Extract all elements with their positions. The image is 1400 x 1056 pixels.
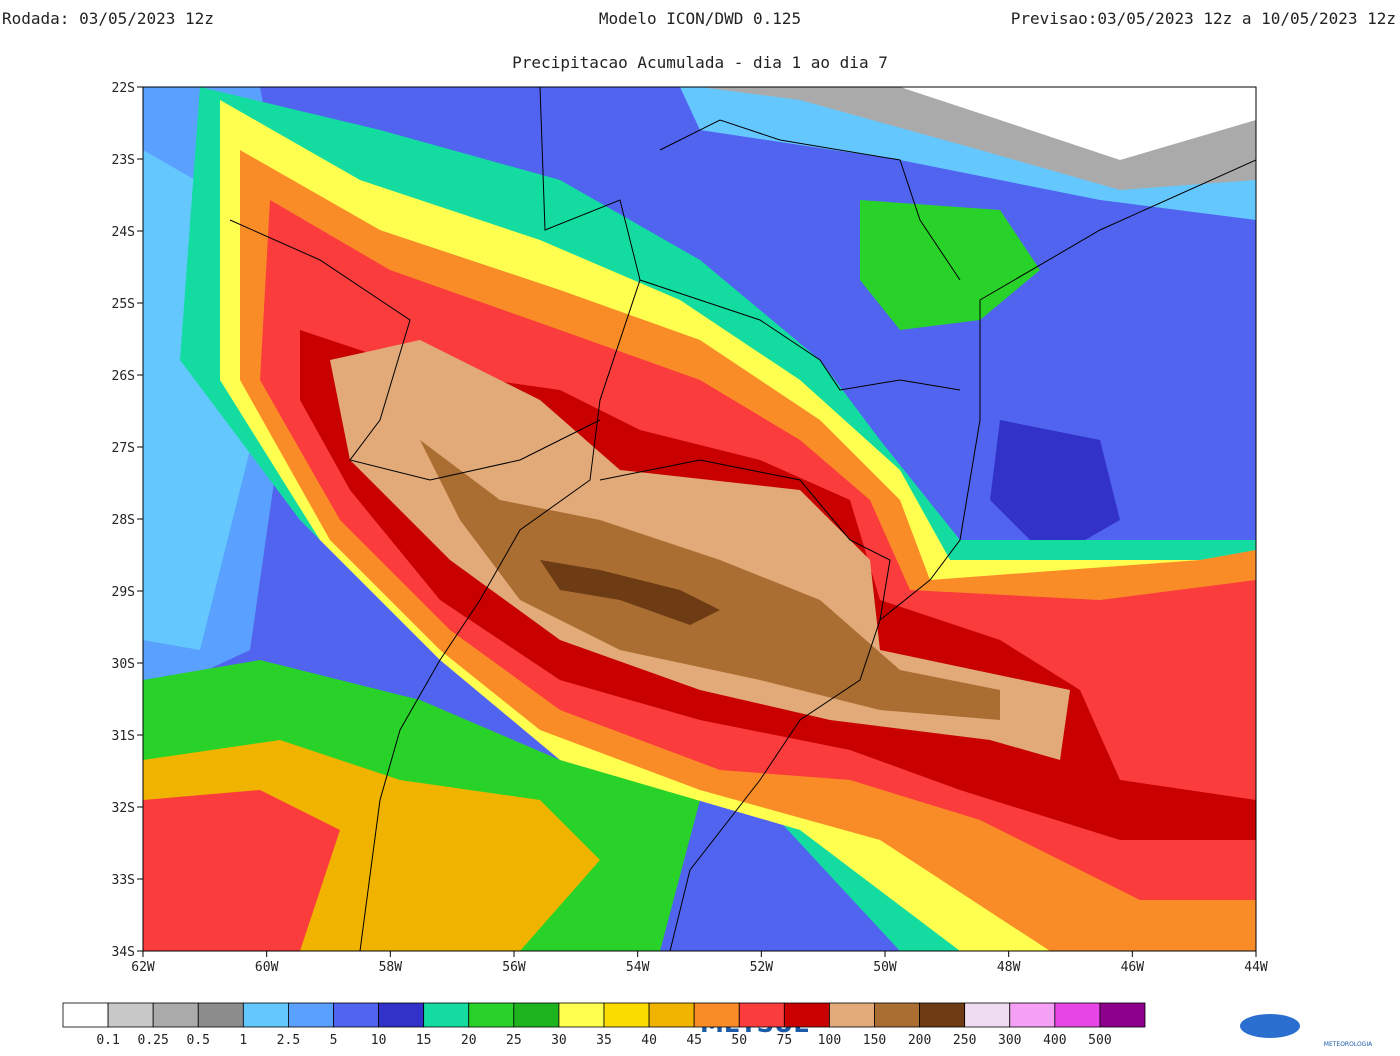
colorbar-swatch xyxy=(107,1002,154,1028)
colorbar-label: 40 xyxy=(641,1033,657,1048)
colorbar-swatch xyxy=(152,1002,199,1028)
lat-label: 33S xyxy=(112,873,135,888)
lat-label: 23S xyxy=(112,153,135,168)
colorbar-label: 150 xyxy=(863,1033,886,1048)
colorbar-label: 250 xyxy=(953,1033,976,1048)
lat-label: 22S xyxy=(112,81,135,96)
colorbar-swatch xyxy=(378,1002,425,1028)
colorbar-swatch xyxy=(1099,1002,1146,1028)
lat-label: 30S xyxy=(112,657,135,672)
colorbar-label: 200 xyxy=(908,1033,931,1048)
colorbar-label: 0.5 xyxy=(187,1033,210,1048)
colorbar-swatch xyxy=(648,1002,695,1028)
colorbar-label: 0.1 xyxy=(96,1033,119,1048)
colorbar-label: 400 xyxy=(1043,1033,1066,1048)
colorbar-swatch xyxy=(738,1002,785,1028)
logo-tagline: METEOROLOGIA xyxy=(1324,1041,1373,1048)
colorbar-label: 75 xyxy=(777,1033,793,1048)
colorbar-label: 2.5 xyxy=(277,1033,300,1048)
lon-label: 48W xyxy=(997,960,1021,975)
colorbar-label: 50 xyxy=(731,1033,747,1048)
colorbar-label: 300 xyxy=(998,1033,1021,1048)
colorbar-swatch xyxy=(693,1002,740,1028)
lon-label: 58W xyxy=(379,960,403,975)
logo-globe xyxy=(1240,1014,1300,1038)
colorbar-swatch xyxy=(62,1002,109,1028)
colorbar-swatch xyxy=(423,1002,470,1028)
colorbar-swatch xyxy=(513,1002,560,1028)
lat-label: 27S xyxy=(112,441,135,456)
lon-label: 62W xyxy=(131,960,155,975)
colorbar-swatch xyxy=(468,1002,515,1028)
colorbar-label: 10 xyxy=(371,1033,387,1048)
colorbar-label: 35 xyxy=(596,1033,612,1048)
colorbar-label: 30 xyxy=(551,1033,567,1048)
lon-label: 44W xyxy=(1244,960,1268,975)
lat-label: 29S xyxy=(112,585,135,600)
lat-label: 26S xyxy=(112,369,135,384)
colorbar-label: 0.25 xyxy=(138,1033,169,1048)
lon-label: 52W xyxy=(750,960,774,975)
lat-label: 28S xyxy=(112,513,135,528)
colorbar-swatch xyxy=(603,1002,650,1028)
lat-label: 31S xyxy=(112,729,135,744)
colorbar-swatch xyxy=(197,1002,244,1028)
lat-label: 34S xyxy=(112,945,135,960)
colorbar-swatch xyxy=(874,1002,920,1028)
subtitle: Precipitacao Acumulada - dia 1 ao dia 7 xyxy=(512,53,888,72)
colorbar-label: 45 xyxy=(686,1033,702,1048)
colorbar-label: 20 xyxy=(461,1033,477,1048)
lon-label: 46W xyxy=(1121,960,1145,975)
model-label: Modelo ICON/DWD 0.125 xyxy=(599,9,801,28)
colorbar-swatch xyxy=(964,1002,1011,1028)
lat-label: 25S xyxy=(112,297,135,312)
lon-label: 60W xyxy=(255,960,279,975)
colorbar-swatch xyxy=(829,1002,875,1028)
colorbar-label: 15 xyxy=(416,1033,432,1048)
colorbar-swatch xyxy=(783,1002,830,1028)
lat-label: 32S xyxy=(112,801,135,816)
colorbar-swatch xyxy=(333,1002,379,1028)
lon-label: 54W xyxy=(626,960,650,975)
colorbar-swatch xyxy=(558,1002,605,1028)
colorbar-label: 25 xyxy=(506,1033,522,1048)
colorbar-swatch xyxy=(1054,1002,1101,1028)
colorbar-swatch xyxy=(1009,1002,1056,1028)
colorbar-label: 100 xyxy=(818,1033,841,1048)
colorbar-label: 5 xyxy=(330,1033,338,1048)
colorbar-label: 1 xyxy=(239,1033,247,1048)
lat-label: 24S xyxy=(112,225,135,240)
run-label: Rodada: 03/05/2023 12z xyxy=(2,9,214,28)
colorbar-label: 500 xyxy=(1088,1033,1111,1048)
lon-label: 50W xyxy=(873,960,897,975)
colorbar-swatch xyxy=(919,1002,966,1028)
precip-field xyxy=(143,87,1256,951)
colorbar-swatch xyxy=(242,1002,289,1028)
colorbar-swatch xyxy=(288,1002,334,1028)
lon-label: 56W xyxy=(502,960,526,975)
forecast-label: Previsao:03/05/2023 12z a 10/05/2023 12z xyxy=(1011,9,1396,28)
